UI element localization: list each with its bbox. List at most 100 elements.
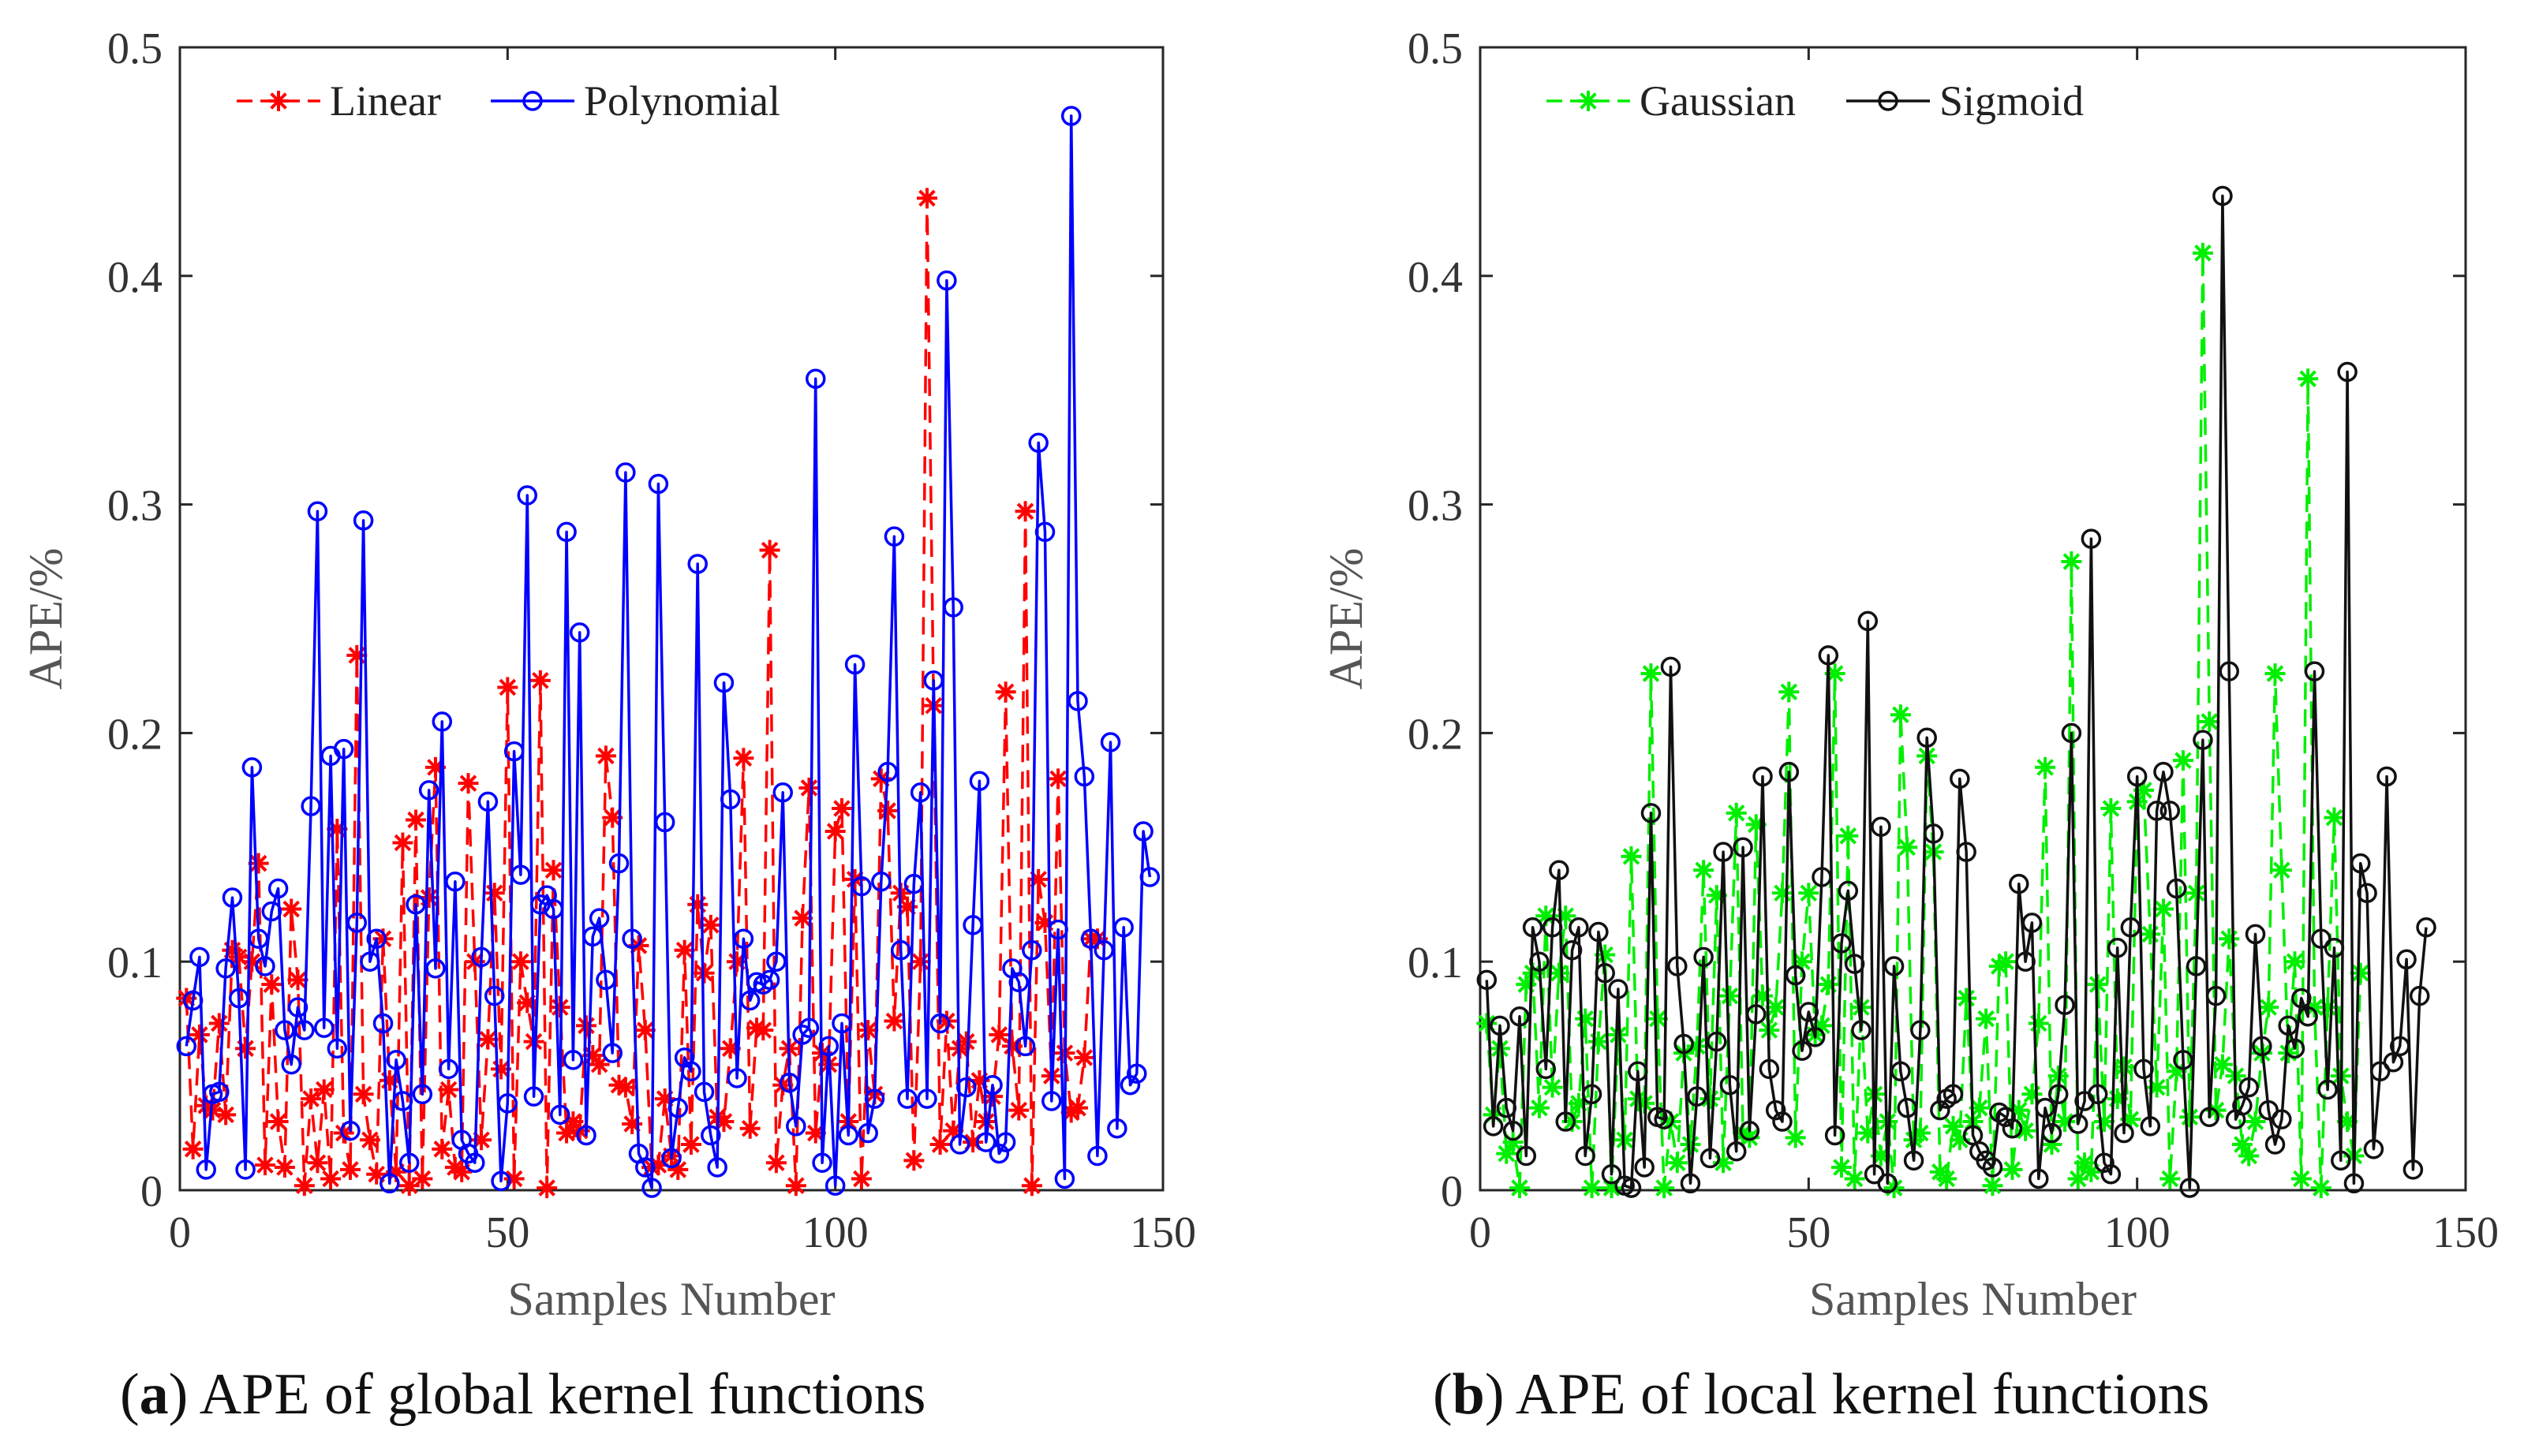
data-point <box>497 1093 518 1114</box>
data-point <box>2192 242 2213 263</box>
data-point <box>2159 1168 2181 1189</box>
data-point <box>1976 1008 1997 1029</box>
data-point <box>301 796 321 816</box>
data-point <box>1640 803 1662 823</box>
data-point <box>229 987 249 1009</box>
data-point <box>694 1081 715 1103</box>
y-tick-label: 0 <box>1441 1167 1463 1216</box>
data-point <box>215 1104 237 1126</box>
data-point <box>635 1157 656 1178</box>
data-point <box>858 1020 879 1041</box>
data-point <box>1883 956 1905 976</box>
data-point <box>510 864 531 885</box>
data-point <box>877 761 898 782</box>
data-point <box>241 951 263 973</box>
data-point <box>2317 1079 2338 1100</box>
data-point <box>1726 1141 1747 1162</box>
data-point <box>287 997 308 1017</box>
data-point <box>1798 1002 1819 1022</box>
data-point <box>1804 1027 1826 1047</box>
data-point <box>2081 528 2102 549</box>
data-point <box>1601 1178 1622 1199</box>
data-point <box>477 791 499 812</box>
y-tick-label: 0.1 <box>107 939 163 987</box>
data-point <box>517 485 538 506</box>
data-point <box>1752 766 1773 787</box>
data-point <box>340 1120 361 1141</box>
data-point <box>917 1088 937 1109</box>
data-point <box>969 771 990 792</box>
data-point <box>733 748 754 769</box>
x-axis-label: Samples Number <box>508 1273 836 1325</box>
data-point <box>2324 938 2345 958</box>
data-point <box>2146 801 2167 821</box>
data-point <box>2009 873 2029 894</box>
data-point <box>1903 1150 1924 1171</box>
data-point <box>287 969 308 991</box>
data-point <box>1910 1020 1931 1040</box>
data-point <box>2290 1168 2312 1189</box>
data-point <box>333 738 354 760</box>
data-point <box>1601 1163 1622 1185</box>
data-point <box>1693 946 1714 968</box>
data-point <box>1745 1004 1767 1025</box>
legend-marker-gaussian <box>1578 91 1599 111</box>
data-point <box>2337 361 2358 383</box>
series-line-sigmoid <box>1485 194 2428 1189</box>
data-point <box>523 1086 544 1107</box>
data-point <box>818 1036 839 1057</box>
data-point <box>1535 1058 1557 1080</box>
data-point <box>2061 551 2082 573</box>
data-point <box>2219 661 2239 681</box>
data-point <box>2205 985 2227 1006</box>
caption-open-paren: ( <box>120 1362 140 1427</box>
data-point <box>2186 956 2207 976</box>
data-point <box>1522 917 1543 938</box>
data-point <box>1916 727 1937 748</box>
data-point <box>2172 750 2193 771</box>
data-point <box>1054 1168 1075 1189</box>
data-point <box>176 1036 197 1057</box>
data-point <box>412 1084 433 1105</box>
data-point <box>445 872 466 892</box>
data-point <box>694 962 715 984</box>
legend-label-gaussian: Gaussian <box>1640 77 1796 125</box>
x-tick-label: 100 <box>802 1208 869 1257</box>
data-point <box>2002 1159 2023 1180</box>
data-point <box>634 1020 656 1041</box>
data-point <box>2264 663 2286 685</box>
data-point <box>1516 1145 1537 1167</box>
data-point <box>654 1088 675 1110</box>
data-point <box>648 473 669 495</box>
data-point <box>602 1043 623 1063</box>
data-point <box>2140 1116 2161 1137</box>
data-point <box>2350 853 2371 874</box>
data-point <box>353 1084 374 1105</box>
data-point <box>1621 1178 1642 1198</box>
data-point <box>1930 1099 1950 1121</box>
data-point <box>550 1104 570 1126</box>
y-axis-label: APE/% <box>1320 548 1372 690</box>
data-point <box>720 789 741 810</box>
data-point <box>943 597 963 618</box>
data-point <box>2291 987 2312 1009</box>
data-point <box>346 913 368 933</box>
data-point <box>1588 921 1609 943</box>
data-point <box>2133 1058 2154 1080</box>
data-point <box>1838 880 1859 902</box>
data-point <box>897 1088 918 1109</box>
data-point <box>739 1118 761 1139</box>
data-point <box>2238 1145 2260 1167</box>
data-point <box>1897 1097 1917 1118</box>
data-point <box>595 745 616 767</box>
data-point <box>274 1157 295 1178</box>
data-point <box>301 1088 322 1110</box>
data-point <box>2402 1159 2424 1180</box>
data-point <box>858 1122 878 1144</box>
data-point <box>995 681 1016 703</box>
data-point <box>1575 1145 1595 1167</box>
y-tick-label: 0.3 <box>1408 482 1463 531</box>
data-point <box>543 898 564 920</box>
data-point <box>1529 951 1550 972</box>
data-point <box>1587 1031 1609 1052</box>
